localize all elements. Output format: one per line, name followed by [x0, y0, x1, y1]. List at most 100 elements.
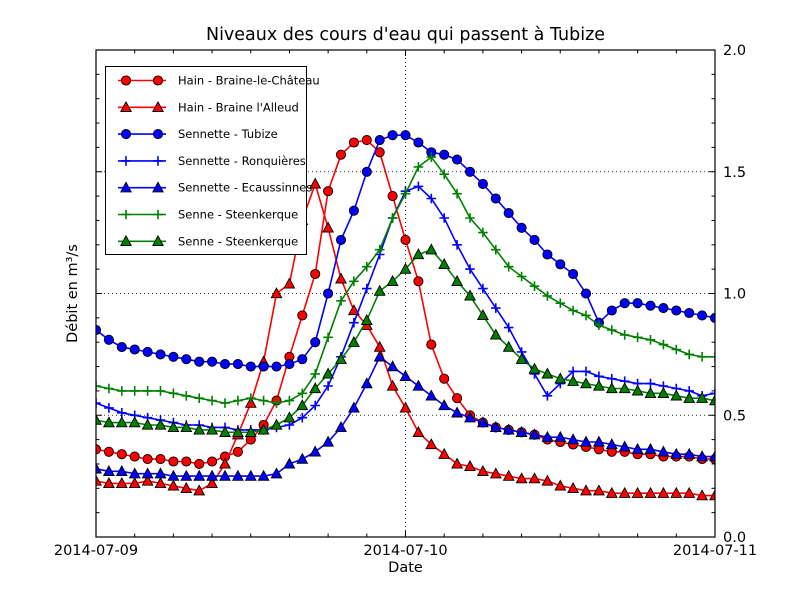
marker-plus: [581, 310, 591, 321]
marker-plus: [246, 393, 256, 403]
marker-circle: [194, 458, 205, 469]
marker-triangle: [580, 377, 592, 389]
marker-triangle: [438, 257, 451, 269]
marker-plus: [104, 383, 114, 394]
marker-plus: [155, 386, 166, 396]
marker-plus: [142, 386, 153, 396]
marker-triangle: [152, 181, 164, 193]
marker-plus: [104, 403, 114, 413]
marker-triangle: [709, 489, 715, 501]
x-tick-label-1: 2014-07-10: [363, 543, 447, 559]
marker-triangle: [489, 421, 502, 433]
marker-plus: [645, 378, 656, 389]
marker-triangle: [335, 421, 347, 433]
marker-plus: [349, 276, 359, 287]
marker-plus: [297, 412, 308, 423]
marker-triangle: [322, 221, 335, 233]
marker-circle: [103, 446, 114, 457]
marker-triangle: [438, 399, 451, 411]
marker-triangle: [541, 474, 554, 486]
marker-circle: [516, 222, 527, 233]
marker-circle: [413, 137, 424, 148]
marker-triangle: [592, 379, 605, 391]
marker-triangle: [567, 374, 580, 386]
marker-triangle: [102, 464, 115, 476]
marker-circle: [619, 298, 630, 309]
marker-triangle: [154, 418, 167, 430]
marker-plus: [323, 381, 333, 391]
marker-circle: [335, 234, 347, 245]
marker-circle: [490, 193, 501, 204]
marker-plus: [271, 398, 282, 408]
marker-circle: [116, 342, 127, 353]
marker-circle: [168, 456, 179, 467]
marker-triangle: [451, 406, 464, 418]
marker-triangle: [425, 389, 438, 401]
marker-triangle: [152, 234, 164, 246]
marker-triangle: [670, 486, 683, 498]
marker-plus: [491, 244, 501, 255]
marker-triangle: [412, 379, 425, 391]
marker-plus: [619, 330, 630, 340]
marker-circle: [555, 259, 566, 270]
marker-triangle: [296, 399, 309, 411]
marker-triangle: [412, 425, 425, 437]
marker-triangle: [115, 464, 128, 476]
marker-circle: [452, 154, 463, 165]
marker-triangle: [489, 328, 502, 340]
marker-circle: [155, 454, 166, 465]
y-tick-label-1: 0.5: [723, 408, 746, 424]
marker-triangle: [567, 481, 580, 493]
series-hain-braine-le-chateau-circle: [96, 135, 715, 469]
marker-triangle: [270, 418, 283, 430]
marker-plus: [607, 373, 617, 384]
marker-triangle: [347, 401, 360, 413]
marker-plus: [297, 388, 308, 399]
marker-triangle: [141, 467, 154, 479]
marker-triangle: [464, 289, 476, 301]
marker-triangle: [141, 418, 154, 430]
marker-triangle: [670, 389, 683, 401]
marker-circle: [477, 178, 488, 189]
marker-plus: [400, 188, 411, 199]
marker-triangle: [515, 472, 528, 484]
marker-triangle: [476, 464, 489, 476]
marker-plus: [117, 408, 127, 418]
marker-triangle: [489, 467, 502, 479]
legend-label: Senne - Steenkerque: [178, 234, 298, 248]
marker-triangle: [115, 477, 128, 489]
marker-plus: [710, 352, 715, 362]
marker-triangle: [399, 369, 412, 381]
marker-triangle: [128, 477, 141, 489]
marker-triangle: [373, 284, 386, 296]
marker-circle: [219, 359, 231, 370]
marker-circle: [271, 361, 282, 372]
marker-triangle: [605, 486, 618, 498]
marker-triangle: [399, 401, 412, 413]
marker-triangle: [283, 411, 296, 423]
marker-triangle: [180, 421, 193, 433]
marker-triangle: [399, 262, 412, 274]
legend-item-4: Sennette - Ecaussinnes: [118, 181, 312, 195]
marker-triangle: [96, 413, 102, 425]
marker-circle: [310, 337, 321, 348]
marker-plus: [96, 398, 101, 408]
y-tick-label-0: 0.0: [723, 530, 746, 546]
marker-circle: [348, 205, 359, 216]
legend-item-3: Sennette - Ronquières: [118, 154, 306, 168]
marker-plus: [452, 188, 462, 199]
marker-circle: [632, 298, 643, 309]
marker-triangle: [567, 433, 580, 445]
marker-circle: [684, 307, 695, 319]
y-axis-label: Débit en m³/s: [65, 244, 81, 343]
marker-circle: [400, 130, 411, 141]
legend-label: Hain - Braine l'Alleud: [178, 100, 299, 114]
marker-plus: [181, 391, 192, 401]
marker-plus: [426, 193, 437, 204]
marker-triangle: [644, 386, 657, 398]
marker-triangle: [309, 445, 322, 457]
marker-circle: [207, 456, 218, 467]
marker-plus: [258, 395, 269, 406]
marker-circle: [580, 288, 592, 299]
